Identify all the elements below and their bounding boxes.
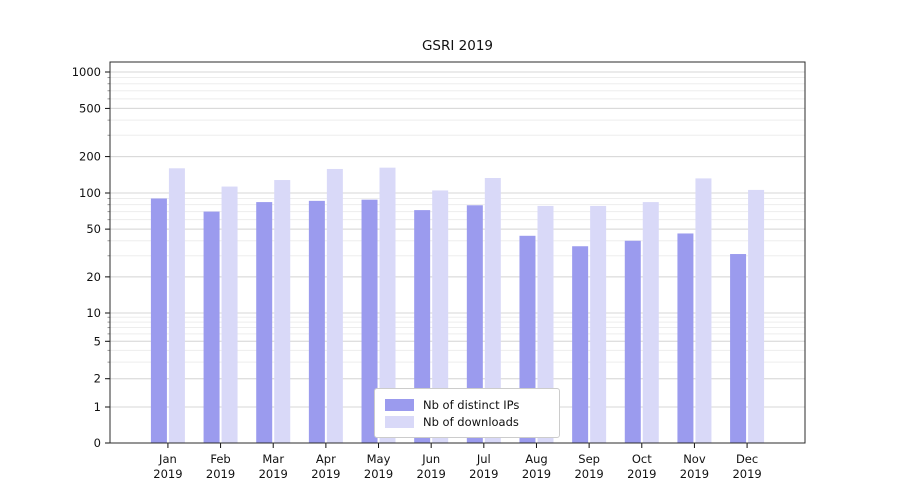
legend-item-downloads: Nb of downloads (385, 413, 549, 430)
bar-nb-of-downloads (642, 202, 659, 443)
x-tick-label-year: 2019 (574, 467, 603, 481)
chart-title: GSRI 2019 (421, 38, 494, 54)
y-tick-label: 500 (79, 101, 101, 115)
y-tick-label: 200 (79, 150, 101, 164)
bar-nb-of-downloads (695, 178, 712, 443)
bar-nb-of-downloads (379, 167, 396, 443)
bar-nb-of-distinct-ips (203, 211, 220, 443)
bar-nb-of-distinct-ips (414, 210, 431, 443)
y-tick-label: 2 (94, 372, 101, 386)
chart-legend: Nb of distinct IPs Nb of downloads (374, 388, 560, 438)
y-tick-label: 20 (86, 270, 101, 284)
x-tick-label-month: Feb (210, 452, 230, 466)
x-tick-label-month: Dec (736, 452, 758, 466)
bar-nb-of-distinct-ips (466, 205, 483, 443)
x-tick-label-month: Apr (316, 452, 336, 466)
bar-nb-of-downloads (274, 180, 291, 443)
x-tick-label-year: 2019 (469, 467, 498, 481)
bar-nb-of-downloads (484, 178, 501, 443)
x-tick-label-year: 2019 (680, 467, 709, 481)
x-tick-label-year: 2019 (627, 467, 656, 481)
y-tick-label: 100 (79, 186, 101, 200)
legend-item-distinct-ips: Nb of distinct IPs (385, 396, 549, 413)
bar-nb-of-downloads (221, 186, 238, 443)
plot-border (109, 61, 806, 444)
bar-nb-of-distinct-ips (572, 246, 589, 443)
x-tick-label-month: Sep (578, 452, 600, 466)
y-tick-label: 0 (94, 436, 101, 450)
x-tick-label-month: Oct (632, 452, 652, 466)
bar-nb-of-distinct-ips (256, 202, 273, 443)
bar-nb-of-distinct-ips (150, 198, 167, 443)
x-tick-label-year: 2019 (732, 467, 761, 481)
bar-nb-of-downloads (590, 205, 607, 443)
x-tick-label-year: 2019 (259, 467, 288, 481)
x-tick-label-month: May (367, 452, 391, 466)
legend-label: Nb of downloads (423, 414, 519, 429)
bar-nb-of-distinct-ips (677, 233, 694, 443)
x-tick-label-year: 2019 (311, 467, 340, 481)
x-tick-label-month: Jun (421, 452, 440, 466)
legend-label: Nb of distinct IPs (423, 397, 520, 412)
x-tick-label-year: 2019 (522, 467, 551, 481)
x-tick-label-month: Nov (683, 452, 706, 466)
bar-nb-of-distinct-ips (308, 200, 325, 443)
y-tick-label: 1 (94, 400, 101, 414)
x-tick-label-year: 2019 (364, 467, 393, 481)
x-tick-label-month: Jul (476, 452, 491, 466)
bar-nb-of-distinct-ips (624, 240, 641, 443)
bar-nb-of-downloads (168, 168, 185, 443)
bar-nb-of-downloads (326, 168, 343, 443)
x-tick-label-year: 2019 (417, 467, 446, 481)
x-tick-label-year: 2019 (206, 467, 235, 481)
y-tick-label: 1000 (72, 65, 101, 79)
bar-nb-of-downloads (537, 205, 554, 443)
x-tick-label-month: Mar (262, 452, 284, 466)
x-tick-label-month: Jan (158, 452, 177, 466)
x-tick-label-year: 2019 (153, 467, 182, 481)
x-tick-label-month: Aug (525, 452, 547, 466)
bar-nb-of-distinct-ips (730, 254, 747, 443)
bar-nb-of-downloads (748, 189, 765, 443)
y-tick-label: 10 (86, 306, 101, 320)
legend-swatch (385, 398, 414, 411)
y-tick-label: 5 (94, 334, 101, 348)
y-tick-label: 50 (86, 222, 101, 236)
legend-swatch (385, 415, 414, 428)
bar-nb-of-distinct-ips (361, 199, 378, 443)
bar-nb-of-downloads (432, 190, 449, 443)
